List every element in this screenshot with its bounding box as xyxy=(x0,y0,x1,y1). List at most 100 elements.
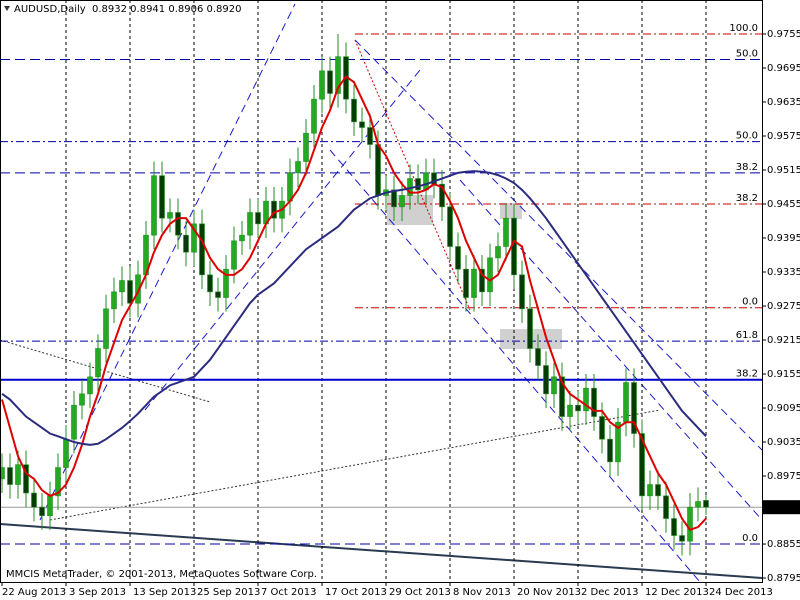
current-price-box xyxy=(762,500,800,515)
y-tick-label: 0.9035 xyxy=(767,437,800,448)
candle-body xyxy=(71,404,77,440)
symbol-icon xyxy=(4,6,10,11)
candle-body xyxy=(615,421,621,463)
candle-body xyxy=(535,348,541,366)
candle-body xyxy=(447,206,453,247)
candle-body xyxy=(583,387,589,412)
candle-body xyxy=(23,464,29,494)
candle-body xyxy=(255,212,261,225)
dotted-line xyxy=(354,39,471,311)
candle-body xyxy=(87,376,93,395)
y-tick-label: 0.8975 xyxy=(767,471,800,482)
candle-body xyxy=(127,280,133,304)
candle-body xyxy=(439,183,445,208)
y-tick-label: 0.8855 xyxy=(767,539,800,550)
y-tick-label: 0.9395 xyxy=(767,233,800,244)
candle-body xyxy=(631,382,637,434)
candle-body xyxy=(687,506,693,542)
y-tick-label: 0.9095 xyxy=(767,403,800,414)
candle-body xyxy=(599,416,605,440)
candle-body xyxy=(359,121,365,128)
moving-average xyxy=(1,75,707,532)
candle-body xyxy=(335,56,341,94)
candle-body xyxy=(367,127,373,145)
candle-body xyxy=(503,217,509,247)
candle-body xyxy=(95,348,101,378)
candle-body xyxy=(495,246,501,259)
candle-body xyxy=(303,132,309,162)
level-label: 0.0 xyxy=(742,297,758,308)
y-tick-label: 0.9755 xyxy=(767,29,800,40)
x-tick-label: 8 Nov 2013 xyxy=(453,587,511,598)
candle-body xyxy=(215,291,221,298)
candle-body xyxy=(7,467,13,485)
candle-body xyxy=(167,212,173,219)
x-tick-label: 17 Oct 2013 xyxy=(325,587,387,598)
support-line xyxy=(0,523,762,579)
candle-body xyxy=(47,495,53,516)
candle-body xyxy=(559,376,565,417)
level-label: 0.0 xyxy=(742,533,758,544)
candle-body xyxy=(79,393,85,406)
current-price-label: 0.8920 xyxy=(765,502,800,513)
candle-body xyxy=(567,404,573,417)
candle-body xyxy=(135,274,141,304)
candle-body xyxy=(607,438,613,463)
candle-body xyxy=(295,161,301,174)
candle-body xyxy=(159,175,165,219)
candle-body xyxy=(639,433,645,497)
candle-body xyxy=(63,438,69,468)
candle-body xyxy=(239,234,245,242)
plot-border xyxy=(0,0,763,583)
candle-body xyxy=(695,501,701,508)
candle-body xyxy=(175,212,181,236)
candle-body xyxy=(703,500,709,508)
trend-lines xyxy=(39,3,762,582)
y-tick-label: 0.9155 xyxy=(767,369,800,380)
candle-body xyxy=(671,518,677,536)
x-tick-label: 20 Nov 2013 xyxy=(517,587,581,598)
candle-body xyxy=(415,178,421,191)
candle-body xyxy=(231,240,237,270)
candle-body xyxy=(103,308,109,349)
candle-body xyxy=(111,291,117,310)
candle-body xyxy=(543,365,549,395)
candle-body xyxy=(191,223,197,253)
y-tick-label: 0.9515 xyxy=(767,165,800,176)
candle-body xyxy=(0,467,5,480)
y-tick-label: 0.9575 xyxy=(767,131,800,142)
y-tick-label: 0.9335 xyxy=(767,267,800,278)
candle-body xyxy=(327,70,333,94)
level-label: 50.0 xyxy=(736,131,758,142)
trend-line xyxy=(144,69,421,411)
candle-body xyxy=(471,268,477,298)
trend-line xyxy=(39,3,296,521)
ohlc-readout: 0.8932 0.8941 0.8906 0.8920 xyxy=(92,4,242,15)
chart-title: AUDUSD,Daily xyxy=(14,4,86,15)
y-tick-label: 0.9215 xyxy=(767,335,800,346)
x-tick-label: 12 Dec 2013 xyxy=(645,587,709,598)
candle-body xyxy=(423,172,429,191)
x-tick-label: 24 Dec 2013 xyxy=(709,587,773,598)
candle-body xyxy=(575,404,581,412)
x-tick-label: 25 Sep 2013 xyxy=(197,587,260,598)
y-tick-label: 0.9275 xyxy=(767,301,800,312)
x-tick-label: 2 Dec 2013 xyxy=(581,587,639,598)
y-tick-label: 0.9695 xyxy=(767,63,800,74)
candle-body xyxy=(655,484,661,497)
candle-body xyxy=(223,268,229,298)
candle-body xyxy=(39,506,45,516)
candle-body xyxy=(399,195,405,208)
dotted-line xyxy=(49,409,661,521)
candle-body xyxy=(199,223,205,276)
candle-body xyxy=(487,257,493,293)
candle-body xyxy=(391,189,397,208)
candle-body xyxy=(679,535,685,542)
candle-body xyxy=(463,268,469,298)
candle-body xyxy=(551,376,557,395)
x-tick-label: 13 Sep 2013 xyxy=(133,587,196,598)
footer: MMCIS MetaTrader, © 2001-2013, MetaQuote… xyxy=(6,569,317,580)
shade-box xyxy=(500,203,522,219)
